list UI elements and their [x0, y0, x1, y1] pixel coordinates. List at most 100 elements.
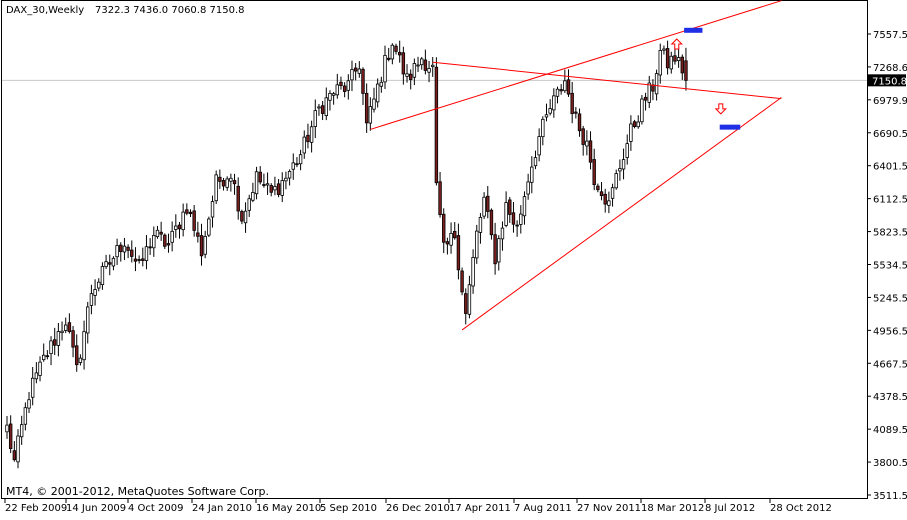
candle-body-bull [181, 211, 185, 231]
candle [269, 183, 273, 197]
candle-body-bear [130, 249, 134, 257]
candle-body-bear [218, 176, 222, 182]
candle [665, 40, 670, 75]
candle-body-bear [166, 243, 171, 246]
trendlines-group [370, 0, 782, 331]
candle [533, 150, 538, 170]
candle [247, 194, 251, 217]
candle [207, 216, 211, 238]
candle [42, 343, 46, 362]
candle [397, 40, 402, 63]
candle [383, 45, 387, 90]
candle [144, 235, 149, 270]
candle-body-bear [53, 339, 57, 346]
candle [225, 176, 229, 191]
candle [592, 148, 596, 191]
arrows-group [670, 38, 728, 115]
candle-body-bear [240, 211, 244, 222]
candle [552, 88, 556, 118]
candle [199, 223, 204, 266]
candle-body-bear [126, 246, 130, 251]
price-tick-label: 5534.5 [873, 261, 907, 272]
price-tick-label: 7268.6 [873, 63, 907, 74]
candle [522, 191, 527, 225]
candle [133, 247, 138, 272]
date-tick-label: 4 Oct 2009 [128, 503, 183, 514]
candle-body-bull [537, 136, 541, 156]
candle [610, 183, 615, 207]
candle [621, 148, 626, 180]
candle [67, 313, 72, 334]
date-tick-label: 7 Aug 2011 [514, 503, 572, 514]
candle-body-bear [632, 121, 637, 127]
candle-body-bear [148, 246, 152, 249]
candle-body-bull [5, 424, 9, 433]
candle [265, 172, 270, 195]
candle-body-bull [530, 166, 534, 183]
candle [284, 171, 288, 190]
candle [100, 262, 105, 290]
candle-body-bull [19, 424, 24, 438]
price-tick-label: 4956.5 [873, 326, 907, 337]
candle-body-bull [533, 157, 538, 167]
candle [603, 188, 607, 213]
candle [643, 92, 648, 111]
candle [519, 205, 523, 234]
candle [581, 125, 585, 156]
candle-body-bear [464, 293, 468, 314]
candle [599, 181, 604, 201]
candle [254, 166, 259, 200]
candle-body-bear [75, 345, 79, 366]
candle-body-bull [500, 227, 505, 240]
current-price-text: 7150.8 [872, 76, 907, 87]
candle-body-bear [603, 193, 607, 205]
candle [375, 78, 380, 108]
date-tick-label: 8 Jul 2012 [705, 503, 755, 514]
candle-body-bull [34, 372, 39, 380]
candle [676, 46, 681, 68]
date-tick-label: 26 Dec 2010 [386, 503, 450, 514]
candle [280, 172, 284, 203]
trendline [370, 0, 782, 130]
candle-body-bear [445, 241, 450, 245]
candle-body-bull [467, 284, 472, 315]
date-tick-label: 17 Apr 2011 [449, 503, 511, 514]
candle-body-bear [511, 212, 516, 225]
candle-body-bull [497, 238, 501, 263]
candle [361, 67, 365, 105]
candle-body-bull [60, 330, 64, 334]
candle-body-bear [665, 48, 670, 69]
candle-body-bear [339, 81, 343, 86]
candle [111, 256, 116, 271]
candle-body-bear [306, 134, 310, 143]
candle-body-bull [324, 97, 328, 116]
candle-body-bull [30, 377, 35, 398]
candle [486, 186, 490, 219]
candle [273, 176, 277, 196]
chart-copyright: MT4, © 2001-2012, MetaQuotes Software Co… [6, 485, 269, 498]
candle-body-bull [427, 68, 431, 73]
candle [163, 233, 167, 250]
candle-body-bear [108, 262, 112, 265]
candle-body-bull [207, 218, 211, 236]
candle-body-bear [196, 232, 200, 237]
candle [647, 75, 651, 109]
candle [662, 45, 666, 55]
candle [122, 237, 127, 261]
candle [386, 47, 391, 62]
candle [493, 222, 497, 275]
candle [126, 244, 130, 259]
candle [401, 46, 406, 85]
candle-body-bull [64, 324, 68, 331]
candle [460, 267, 464, 296]
candle [614, 169, 618, 190]
candle-body-bull [170, 230, 174, 243]
candle-body-bear [119, 244, 123, 253]
price-tick-label: 4667.5 [873, 359, 907, 370]
price-tick-label: 3800.5 [873, 458, 907, 469]
candle [159, 221, 163, 241]
price-tick-label: 4089.5 [873, 425, 907, 436]
plot-frame [1, 0, 868, 499]
